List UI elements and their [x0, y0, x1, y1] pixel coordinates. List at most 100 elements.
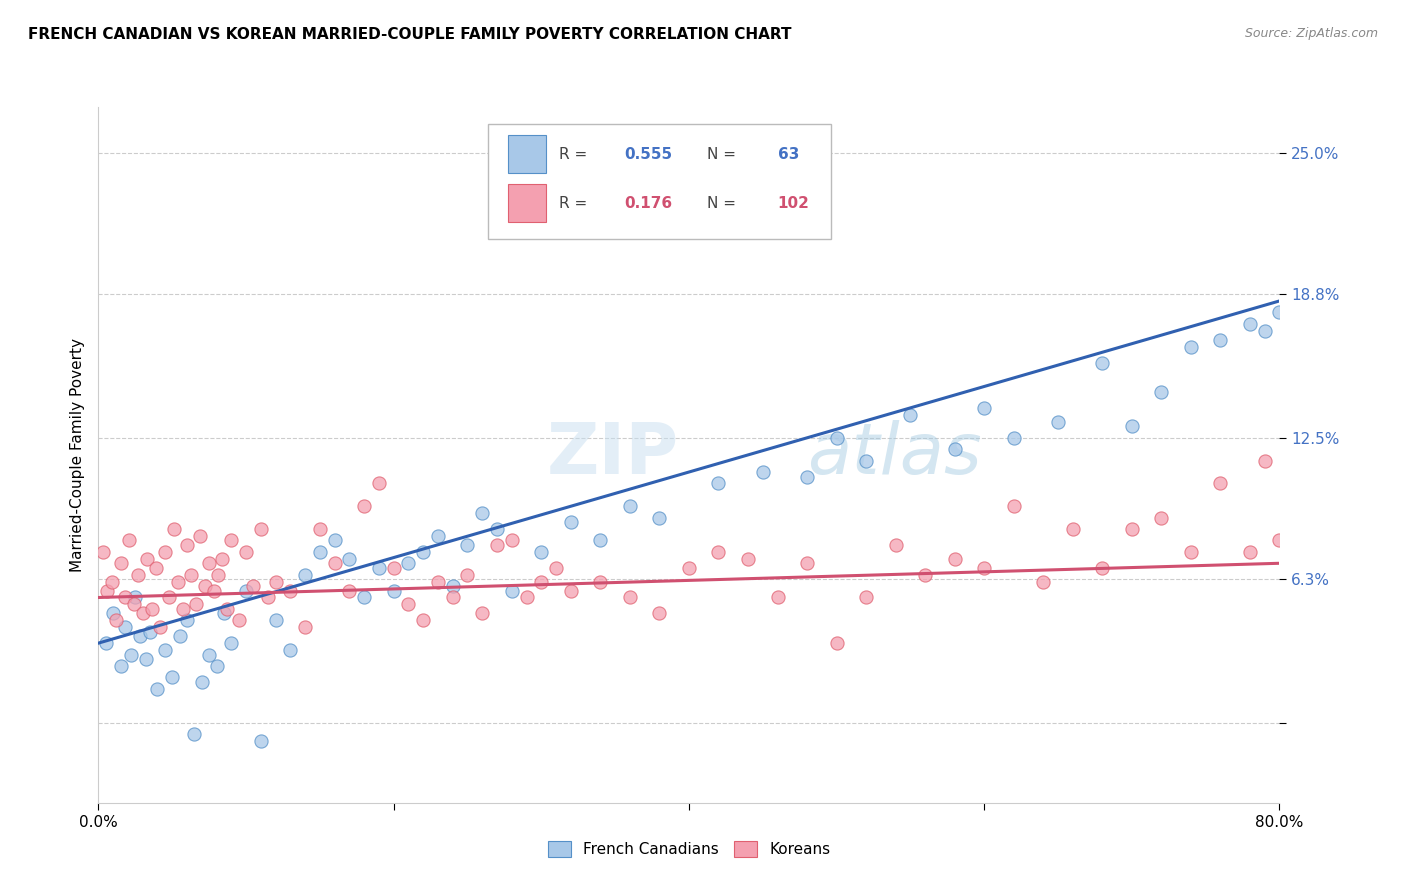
Point [1121, 522, 1143, 536]
Point [1313, 551, 1336, 566]
Point [441, 591, 464, 605]
Point [114, 620, 136, 634]
Point [169, 629, 191, 643]
Point [191, 674, 214, 689]
Point [294, 620, 316, 634]
Point [135, 652, 157, 666]
Point [176, 538, 198, 552]
Point [412, 545, 434, 559]
Point [560, 515, 582, 529]
Point [1121, 419, 1143, 434]
Point [1239, 545, 1261, 559]
Point [486, 522, 509, 536]
Point [153, 643, 176, 657]
Point [1032, 574, 1054, 589]
Point [737, 551, 759, 566]
Point [619, 591, 641, 605]
Point [145, 561, 167, 575]
Point [501, 583, 523, 598]
Point [1386, 533, 1406, 548]
Point [122, 598, 145, 612]
Point [1254, 324, 1277, 338]
Point [323, 533, 346, 548]
Point [212, 607, 235, 621]
Point [1002, 431, 1025, 445]
Point [368, 561, 391, 575]
Point [250, 734, 273, 748]
Point [441, 579, 464, 593]
Point [127, 567, 149, 582]
Point [128, 629, 150, 643]
Point [1180, 340, 1202, 354]
Point [353, 591, 375, 605]
Point [1343, 545, 1365, 559]
Point [486, 538, 509, 552]
Point [94, 636, 117, 650]
Text: 0.555: 0.555 [624, 147, 672, 161]
Point [973, 561, 995, 575]
Point [1209, 333, 1232, 347]
Point [1268, 533, 1291, 548]
Point [516, 591, 538, 605]
Point [855, 453, 877, 467]
Point [1209, 476, 1232, 491]
Point [1284, 561, 1306, 575]
Point [546, 561, 568, 575]
Point [619, 500, 641, 514]
Point [1372, 538, 1395, 552]
Point [825, 636, 848, 650]
Point [412, 613, 434, 627]
Point [124, 591, 146, 605]
Point [339, 583, 361, 598]
Point [1150, 385, 1173, 400]
Point [1402, 545, 1406, 559]
Point [1002, 500, 1025, 514]
Point [176, 613, 198, 627]
Point [368, 476, 391, 491]
Point [139, 624, 162, 639]
Point [180, 567, 202, 582]
Point [157, 591, 180, 605]
Point [184, 598, 207, 612]
Point [973, 401, 995, 416]
Point [198, 556, 221, 570]
Point [1327, 561, 1350, 575]
Point [183, 727, 205, 741]
Point [678, 561, 700, 575]
Point [707, 545, 730, 559]
Point [132, 607, 155, 621]
Point [825, 431, 848, 445]
Point [530, 574, 553, 589]
Point [398, 556, 420, 570]
FancyBboxPatch shape [508, 136, 546, 173]
Point [471, 506, 494, 520]
Point [167, 574, 190, 589]
Legend: French Canadians, Koreans: French Canadians, Koreans [540, 833, 838, 864]
Point [96, 583, 118, 598]
Point [796, 469, 818, 483]
Point [153, 545, 176, 559]
Point [398, 598, 420, 612]
Text: FRENCH CANADIAN VS KOREAN MARRIED-COUPLE FAMILY POVERTY CORRELATION CHART: FRENCH CANADIAN VS KOREAN MARRIED-COUPLE… [28, 27, 792, 42]
Point [1091, 561, 1114, 575]
Point [205, 659, 228, 673]
Point [943, 551, 966, 566]
Point [228, 613, 250, 627]
Text: atlas: atlas [807, 420, 981, 490]
FancyBboxPatch shape [508, 184, 546, 222]
Point [752, 465, 775, 479]
Point [766, 591, 789, 605]
Point [1062, 522, 1084, 536]
Point [1254, 453, 1277, 467]
Point [1357, 561, 1379, 575]
Point [215, 602, 238, 616]
Point [382, 583, 405, 598]
Point [855, 591, 877, 605]
Text: 0.176: 0.176 [624, 195, 672, 211]
Point [427, 574, 450, 589]
Point [188, 529, 211, 543]
Point [457, 567, 479, 582]
Point [162, 670, 183, 684]
Point [118, 533, 141, 548]
Point [105, 613, 128, 627]
